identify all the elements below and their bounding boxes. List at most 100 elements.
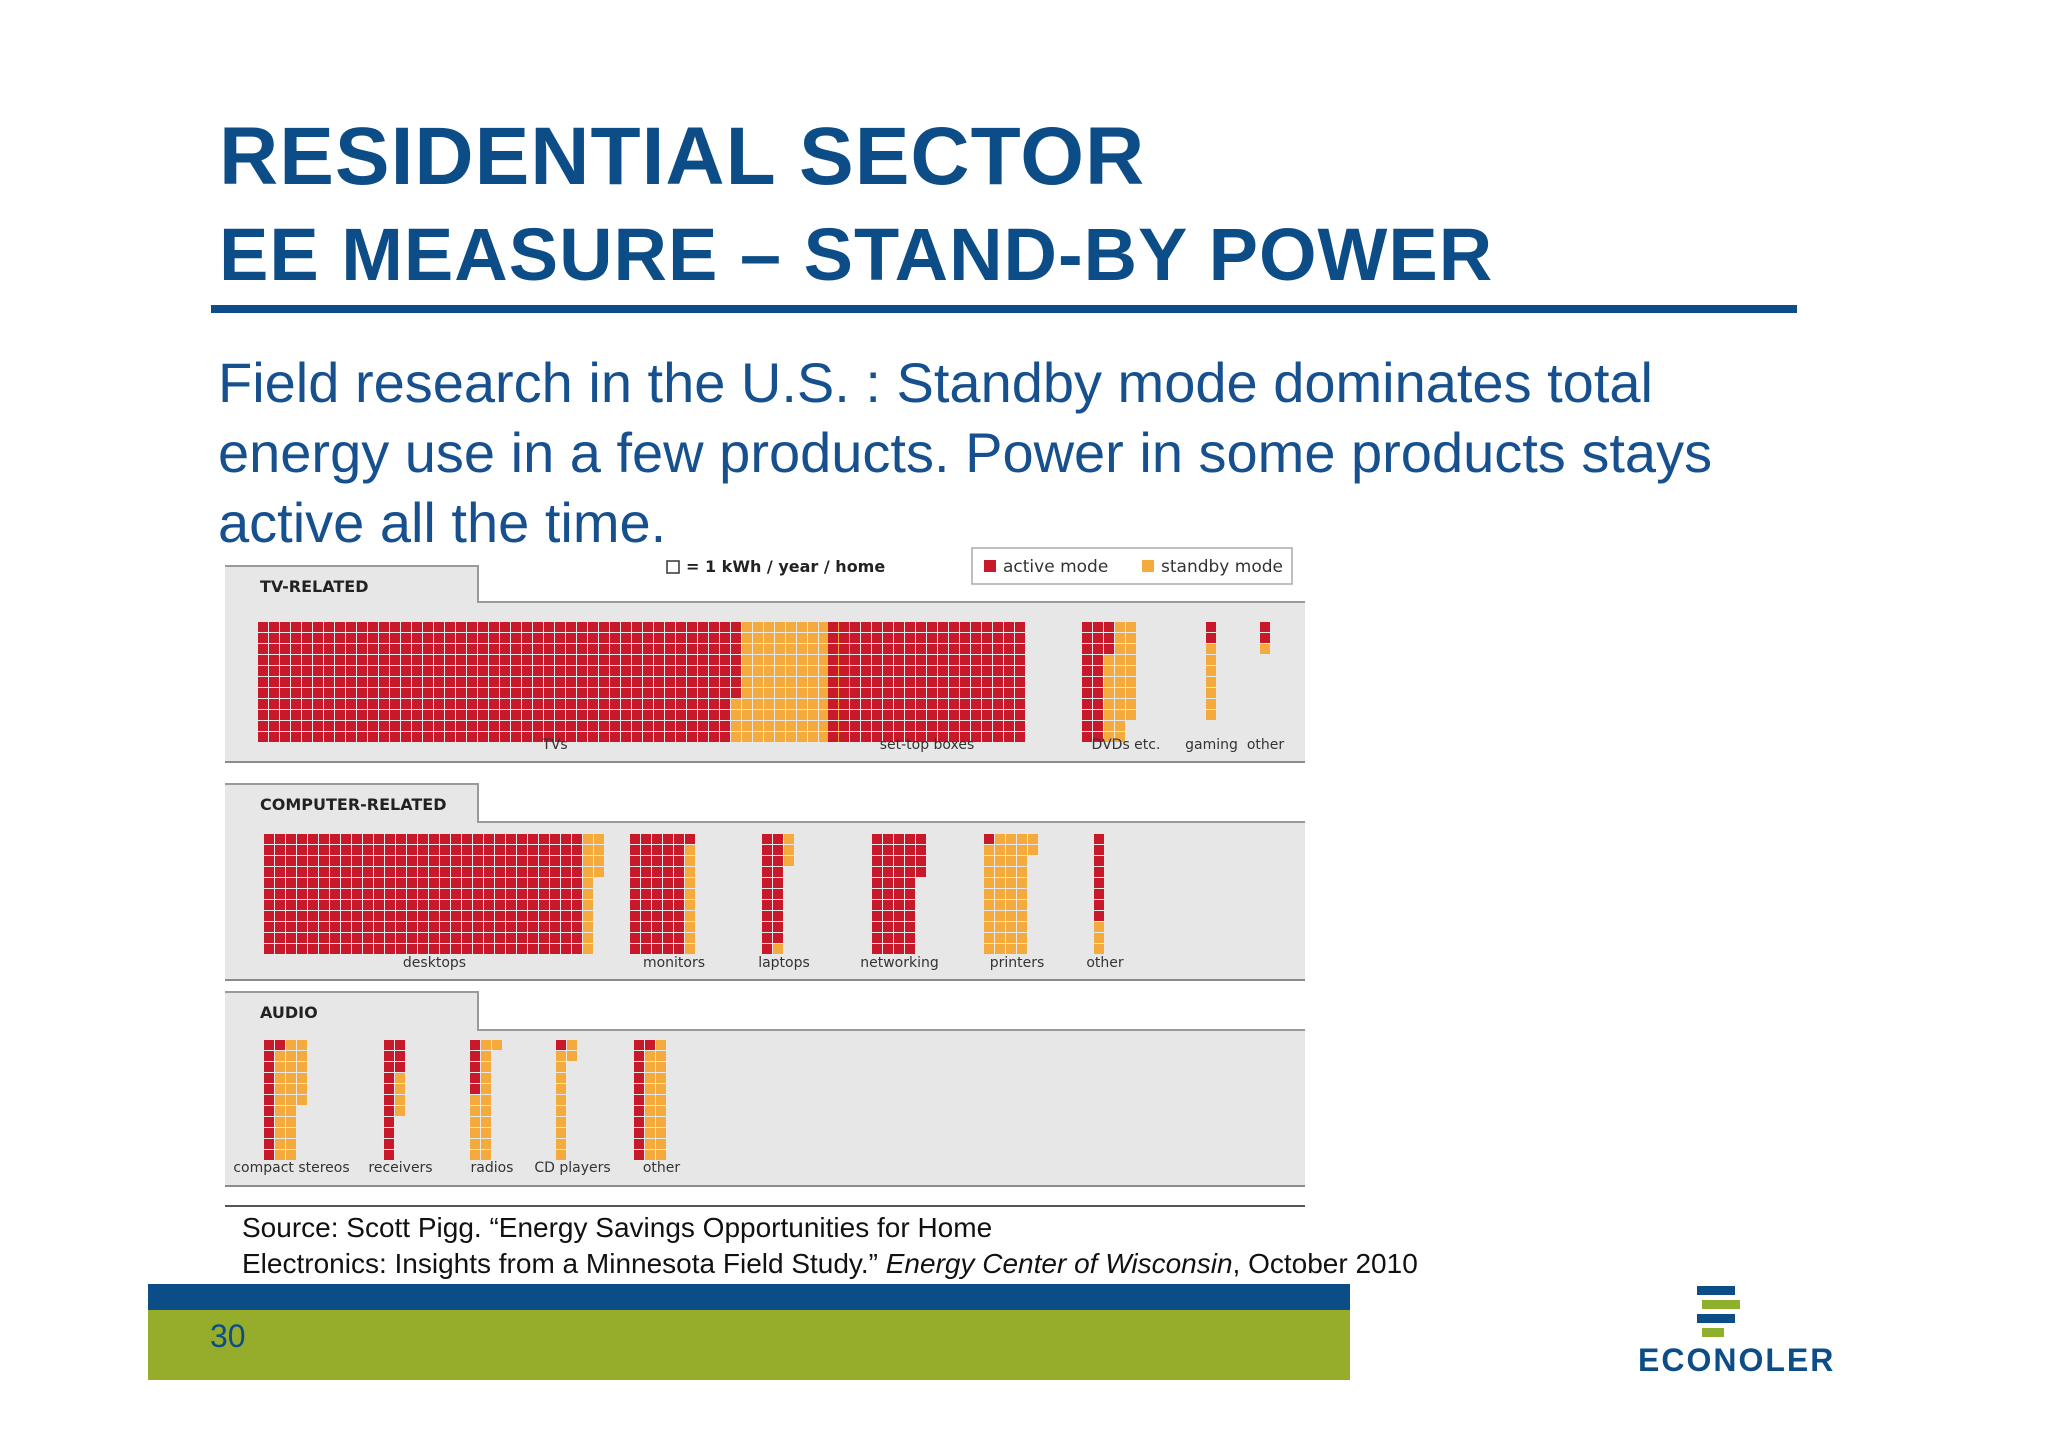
active-cell [1093,677,1103,687]
group-tab-border [225,783,1305,823]
active-cell [916,688,926,698]
active-cell [566,622,576,632]
active-cell [511,622,521,632]
active-cell [720,666,730,676]
active-cell [577,644,587,654]
active-cell [1093,710,1103,720]
active-cell [894,732,904,742]
active-cell [665,688,675,698]
standby-cell [594,856,604,866]
active-cell [927,732,937,742]
standby-cell [470,1150,480,1160]
standby-waffle-chart: = 1 kWh / year / home active mode standby … [225,547,1305,1207]
legend-swatch [984,560,996,572]
standby-cell [819,688,829,698]
active-cell [993,633,1003,643]
active-cell [872,688,882,698]
active-cell [665,633,675,643]
active-cell [652,834,662,844]
active-cell [500,721,510,731]
active-cell [1004,699,1014,709]
active-cell [462,911,472,921]
group-label: AUDIO [260,1003,318,1022]
active-cell [473,845,483,855]
active-cell [302,622,312,632]
active-cell [916,644,926,654]
active-cell [561,944,571,954]
active-cell [544,688,554,698]
standby-cell [1104,699,1114,709]
active-cell [434,677,444,687]
active-cell [634,1051,644,1061]
active-cell [1093,655,1103,665]
active-cell [1093,688,1103,698]
active-cell [280,721,290,731]
active-cell [630,867,640,877]
active-cell [883,900,893,910]
active-cell [258,699,268,709]
active-cell [264,1073,274,1083]
active-cell [352,834,362,844]
standby-cell [764,633,774,643]
active-cell [269,677,279,687]
active-cell [610,622,620,632]
active-cell [566,710,576,720]
active-cell [456,710,466,720]
active-cell [905,834,915,844]
active-cell [588,666,598,676]
active-cell [313,721,323,731]
active-cell [401,721,411,731]
active-cell [905,889,915,899]
title-divider [211,305,1797,313]
active-cell [674,867,684,877]
active-cell [291,622,301,632]
active-cell [905,900,915,910]
active-cell [850,677,860,687]
active-cell [687,732,697,742]
active-cell [588,644,598,654]
active-cell [566,688,576,698]
active-cell [335,710,345,720]
active-cell [872,677,882,687]
active-cell [566,666,576,676]
standby-cell [764,710,774,720]
group-tab [225,784,479,823]
waffle-item: receivers [368,1040,433,1176]
active-cell [654,644,664,654]
standby-cell [797,644,807,654]
standby-cell [685,845,695,855]
active-cell [264,889,274,899]
active-cell [572,845,582,855]
active-cell [561,922,571,932]
active-cell [264,1051,274,1061]
active-cell [478,622,488,632]
active-cell [401,655,411,665]
active-cell [489,721,499,731]
active-cell [599,644,609,654]
active-cell [385,922,395,932]
active-cell [720,644,730,654]
active-cell [566,699,576,709]
active-cell [473,900,483,910]
active-cell [828,699,838,709]
active-cell [905,867,915,877]
active-cell [971,633,981,643]
standby-cell [995,889,1005,899]
standby-cell [286,1095,296,1105]
active-cell [555,644,565,654]
standby-cell [656,1150,666,1160]
standby-cell [470,1128,480,1138]
active-cell [883,911,893,921]
active-cell [313,677,323,687]
active-cell [709,732,719,742]
standby-cell [470,1117,480,1127]
active-cell [451,889,461,899]
active-cell [506,867,516,877]
active-cell [335,677,345,687]
active-cell [506,834,516,844]
active-cell [993,666,1003,676]
active-cell [429,834,439,844]
standby-cell [764,677,774,687]
active-cell [451,933,461,943]
active-cell [883,944,893,954]
